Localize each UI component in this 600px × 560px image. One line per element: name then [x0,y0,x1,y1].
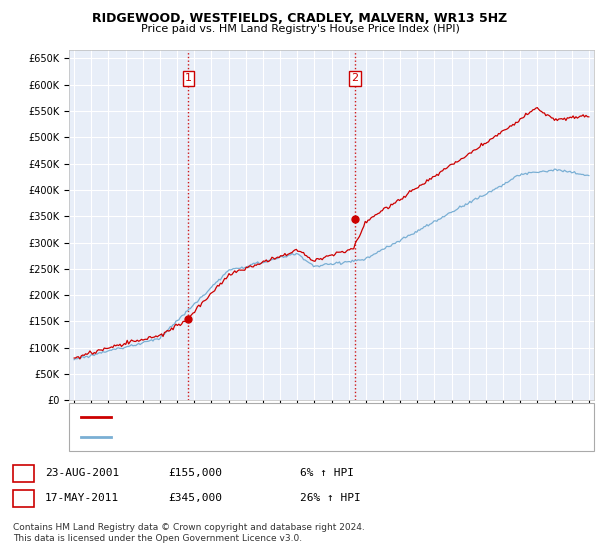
Text: Price paid vs. HM Land Registry's House Price Index (HPI): Price paid vs. HM Land Registry's House … [140,24,460,34]
Text: £345,000: £345,000 [168,493,222,503]
Text: Contains HM Land Registry data © Crown copyright and database right 2024.
This d: Contains HM Land Registry data © Crown c… [13,524,365,543]
Text: RIDGEWOOD, WESTFIELDS, CRADLEY, MALVERN, WR13 5HZ: RIDGEWOOD, WESTFIELDS, CRADLEY, MALVERN,… [92,12,508,25]
Text: 6% ↑ HPI: 6% ↑ HPI [300,468,354,478]
Text: 23-AUG-2001: 23-AUG-2001 [45,468,119,478]
Text: 1: 1 [185,73,192,83]
Text: 17-MAY-2011: 17-MAY-2011 [45,493,119,503]
Text: HPI: Average price, detached house, Herefordshire: HPI: Average price, detached house, Here… [117,432,381,442]
Text: £155,000: £155,000 [168,468,222,478]
Text: 26% ↑ HPI: 26% ↑ HPI [300,493,361,503]
Text: 1: 1 [20,468,27,478]
Text: 2: 2 [20,493,27,503]
Text: 2: 2 [352,73,359,83]
Text: RIDGEWOOD, WESTFIELDS, CRADLEY, MALVERN, WR13 5HZ (detached house): RIDGEWOOD, WESTFIELDS, CRADLEY, MALVERN,… [117,412,523,422]
